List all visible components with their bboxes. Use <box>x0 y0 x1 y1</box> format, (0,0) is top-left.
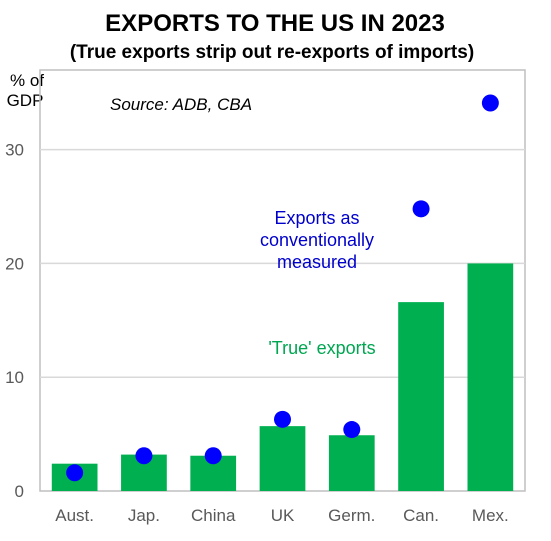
bar-germ <box>328 435 375 491</box>
source-note: Source: ADB, CBA <box>110 95 252 114</box>
conventional-exports-dots <box>66 94 499 482</box>
gridlines <box>40 148 525 378</box>
y-tick-label: 10 <box>5 368 24 387</box>
y-axis-label-line1: % of <box>10 71 44 90</box>
x-tick-label: Can. <box>403 506 439 525</box>
bar-can <box>398 302 444 491</box>
dot-can <box>412 200 430 218</box>
bar-mex <box>467 263 514 491</box>
dot-mex <box>481 94 499 112</box>
x-tick-label: UK <box>271 506 295 525</box>
y-axis-label-line2: GDP <box>7 91 44 110</box>
x-tick-labels: Aust. Jap. China UK Germ. Can. Mex. <box>55 506 509 525</box>
conventional-label-line3: measured <box>277 252 357 272</box>
chart-title: EXPORTS TO THE US IN 2023 <box>105 10 445 37</box>
x-tick-label: Aust. <box>55 506 94 525</box>
y-tick-labels: 0 10 20 30 <box>5 141 24 501</box>
true-exports-label: 'True' exports <box>268 338 375 358</box>
x-tick-label: China <box>191 506 236 525</box>
conventional-label-line2: conventionally <box>260 230 374 250</box>
x-tick-label: Jap. <box>128 506 160 525</box>
y-tick-label: 20 <box>5 254 24 273</box>
dot-germ <box>343 421 361 439</box>
y-tick-label: 30 <box>5 141 24 160</box>
x-tick-label: Mex. <box>472 506 509 525</box>
true-exports-bars <box>51 263 514 491</box>
dot-china <box>204 447 222 465</box>
dot-aust <box>66 464 84 482</box>
chart-subtitle: (True exports strip out re-exports of im… <box>70 42 474 63</box>
x-tick-label: Germ. <box>328 506 375 525</box>
y-tick-label: 0 <box>15 482 24 501</box>
dot-jap <box>135 447 153 465</box>
dot-uk <box>274 410 291 428</box>
conventional-label-line1: Exports as <box>274 208 359 228</box>
bar-uk <box>259 426 306 491</box>
